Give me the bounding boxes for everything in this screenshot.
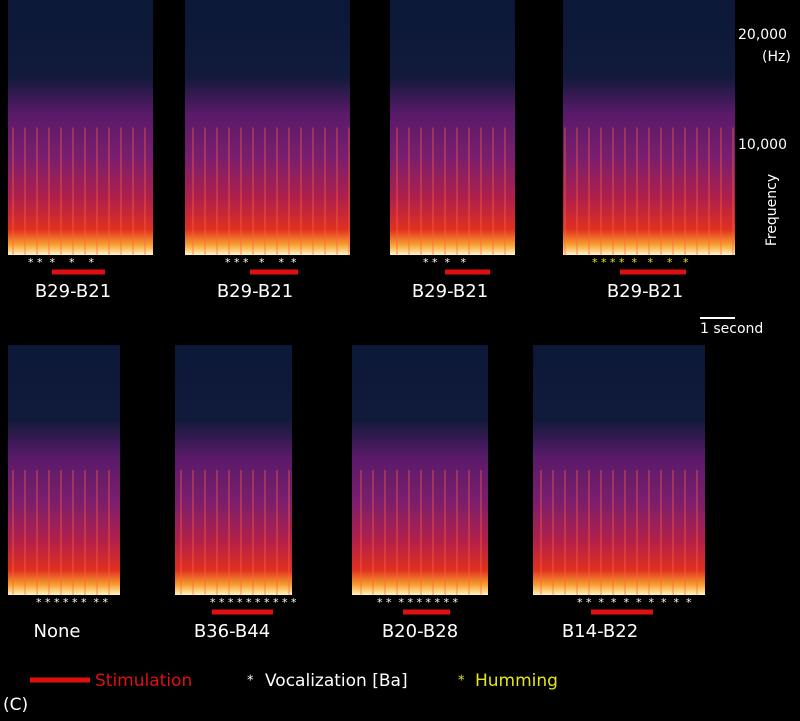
panel-label: B29-B21: [607, 281, 683, 302]
panel-label: B36-B44: [194, 621, 270, 642]
vocalization-markers: * * * * *: [28, 256, 94, 269]
panel-label: B20-B28: [382, 621, 458, 642]
spectrogram-texture: [8, 470, 120, 595]
panel-label: None: [34, 621, 81, 642]
panel-label: B29-B21: [412, 281, 488, 302]
spectrogram-texture: [563, 127, 735, 255]
legend-vocalization: Vocalization [Ba]: [265, 671, 408, 691]
spectrogram-texture: [175, 470, 292, 595]
scale-bar-label: 1 second: [700, 321, 763, 337]
axis-unit: (Hz): [762, 49, 791, 65]
vocalization-markers: * * * * * * * *: [592, 256, 689, 269]
legend-humming: Humming: [475, 671, 558, 691]
axis-label: Frequency: [764, 174, 780, 246]
axis-tick: 20,000: [738, 27, 787, 43]
spectrogram-texture: [8, 127, 153, 255]
panel-label: B29-B21: [217, 281, 293, 302]
spectrogram-texture: [185, 127, 350, 255]
vocalization-markers: * * * * * * * * *: [377, 596, 458, 609]
spectrogram-texture: [533, 470, 705, 595]
panel-label: B29-B21: [35, 281, 111, 302]
legend-humming-marker: *: [458, 674, 465, 689]
vocalization-markers: * * * *: [423, 256, 466, 269]
spectrogram-texture: [390, 127, 515, 255]
panel-label: B14-B22: [562, 621, 638, 642]
vocalization-markers: * * * * * * * * * *: [577, 596, 692, 609]
legend-vocalization-marker: *: [247, 674, 254, 689]
axis-tick: 10,000: [738, 137, 787, 153]
spectrogram-texture: [352, 470, 488, 595]
legend-stimulation: Stimulation: [95, 671, 192, 691]
vocalization-markers: * * * * * *: [225, 256, 297, 269]
vocalization-markers: * * * * * * * * * *: [210, 596, 297, 609]
panel-id: (C): [3, 695, 28, 715]
vocalization-markers: * * * * * * * *: [36, 596, 108, 609]
